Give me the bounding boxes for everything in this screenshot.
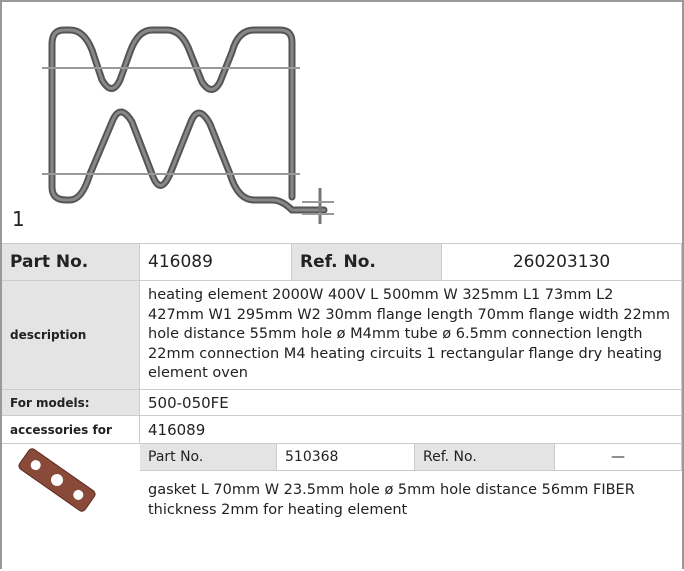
value: 510368 bbox=[277, 444, 415, 471]
product-sheet: 1 Part No. 416089 Ref. No. 260203130 des… bbox=[0, 0, 684, 569]
label: Ref. No. bbox=[292, 243, 442, 281]
accessory-image bbox=[2, 444, 140, 571]
label: accessories for bbox=[2, 416, 140, 444]
label: Part No. bbox=[2, 243, 140, 281]
value: 416089 bbox=[140, 243, 292, 281]
label: description bbox=[2, 281, 140, 390]
value: 260203130 bbox=[442, 243, 682, 281]
accessory-description: gasket L 70mm W 23.5mm hole ø 5mm hole d… bbox=[140, 471, 682, 571]
value: 416089 bbox=[140, 416, 682, 444]
label: For models: bbox=[2, 390, 140, 416]
figure-label: 1 bbox=[12, 207, 25, 231]
label: Ref. No. bbox=[415, 444, 555, 471]
value: 500-050FE bbox=[140, 390, 682, 416]
product-image: 1 bbox=[2, 2, 682, 243]
value: — bbox=[555, 444, 682, 471]
label: Part No. bbox=[140, 444, 277, 471]
description: heating element 2000W 400V L 500mm W 325… bbox=[140, 281, 682, 390]
